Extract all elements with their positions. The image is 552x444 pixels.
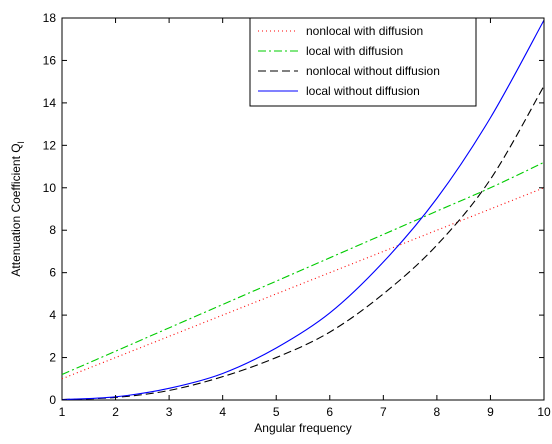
x-tick-label-6: 7 [380, 405, 387, 419]
series-line-1 [61, 161, 545, 376]
x-tick-label-2: 3 [166, 405, 173, 419]
series-line-3 [61, 19, 545, 401]
series-layer [61, 19, 545, 401]
legend-label-3: local without diffusion [306, 84, 420, 98]
legend-label-1: local with diffusion [306, 44, 403, 58]
series-line-2 [61, 85, 545, 401]
y-axis-label-text: Attenuation Coefficient Q [9, 143, 23, 276]
y-axis-label-group: Attenuation Coefficient Ql [9, 141, 26, 276]
y-tick-label-7: 14 [43, 96, 57, 110]
y-tick-label-1: 2 [49, 351, 56, 365]
legend-label-0: nonlocal with diffusion [306, 24, 423, 38]
y-tick-label-4: 8 [49, 223, 56, 237]
x-tick-label-3: 4 [219, 405, 226, 419]
y-tick-label-8: 16 [43, 53, 57, 67]
x-tick-label-1: 2 [112, 405, 119, 419]
y-tick-label-3: 6 [49, 266, 56, 280]
x-tick-label-8: 9 [487, 405, 494, 419]
x-tick-label-4: 5 [273, 405, 280, 419]
x-tick-label-7: 8 [434, 405, 441, 419]
x-axis-label: Angular frequency [254, 421, 351, 435]
series-line-0 [61, 187, 545, 380]
y-tick-label-2: 4 [49, 308, 56, 322]
x-tick-label-0: 1 [59, 405, 66, 419]
legend-label-2: nonlocal without diffusion [306, 64, 440, 78]
y-axis-label: Attenuation Coefficient Ql [9, 141, 26, 276]
y-axis-label-subscript: l [16, 141, 26, 143]
y-tick-label-9: 18 [43, 11, 57, 25]
y-tick-label-6: 12 [43, 138, 57, 152]
y-tick-label-0: 0 [49, 393, 56, 407]
legend: nonlocal with diffusion local with diffus… [249, 17, 477, 107]
x-tick-label-5: 6 [326, 405, 333, 419]
y-tick-label-5: 10 [43, 181, 57, 195]
x-tick-label-9: 10 [537, 405, 551, 419]
